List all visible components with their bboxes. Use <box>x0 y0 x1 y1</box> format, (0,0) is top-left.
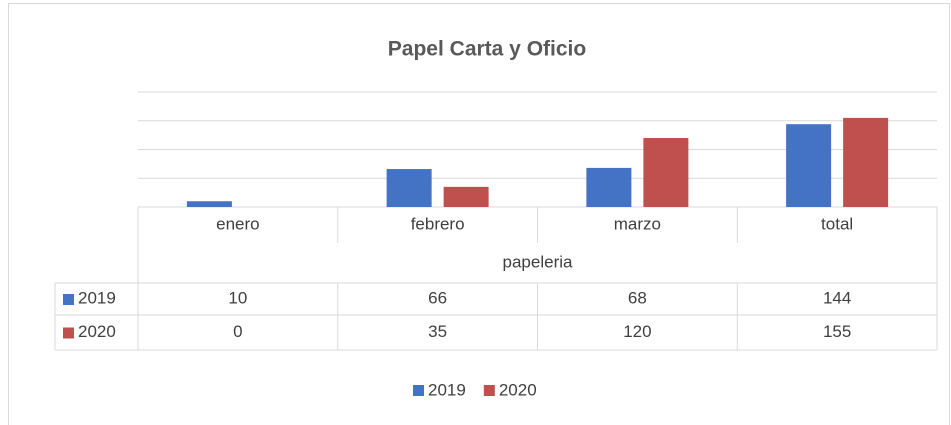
row-header: 2019 <box>78 288 116 307</box>
bar <box>386 169 432 207</box>
row-key <box>63 294 74 305</box>
category-label: febrero <box>411 214 465 233</box>
bar <box>586 167 632 207</box>
table-value: 120 <box>623 322 651 341</box>
legend-key <box>483 385 495 396</box>
table-value: 35 <box>428 322 447 341</box>
bar <box>843 117 889 207</box>
table-value: 10 <box>228 288 247 307</box>
chart-title: Papel Carta y Oficio <box>388 38 586 61</box>
table-value: 68 <box>628 288 647 307</box>
row-key <box>63 327 74 339</box>
bar <box>643 138 689 207</box>
group-label: papeleria <box>503 252 573 271</box>
category-label: total <box>821 214 853 233</box>
row-header: 2020 <box>78 322 116 341</box>
legend-label: 2020 <box>499 380 537 399</box>
legend-label: 2019 <box>428 380 466 399</box>
table-value: 144 <box>823 288 851 307</box>
table-value: 0 <box>233 322 242 341</box>
bar <box>786 124 832 207</box>
table-value: 66 <box>428 288 447 307</box>
chart-frame <box>8 3 950 425</box>
legend-key <box>413 385 424 396</box>
category-label: marzo <box>614 214 661 233</box>
table-value: 155 <box>823 322 851 341</box>
category-label: enero <box>216 214 259 233</box>
bar <box>186 201 232 207</box>
bar <box>443 186 489 207</box>
